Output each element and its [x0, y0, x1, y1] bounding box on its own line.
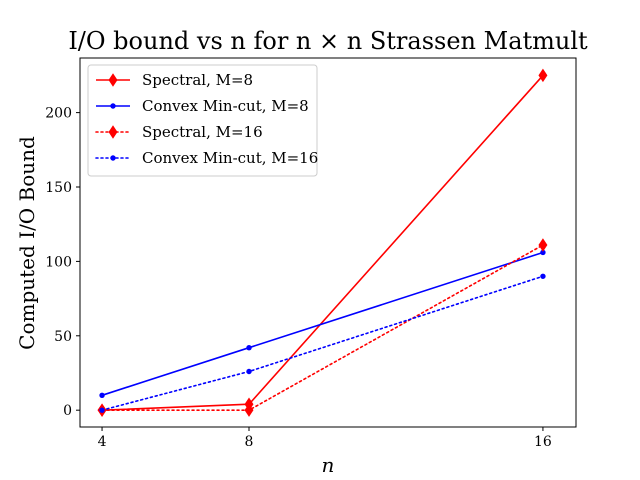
data-point-spectral-m-8	[538, 68, 548, 83]
x-tick-label: 8	[245, 434, 254, 450]
y-tick-label: 50	[54, 329, 72, 345]
legend-marker-spectral-m-8	[108, 73, 118, 87]
data-point-convex-min-cut-m-16	[540, 273, 546, 279]
legend-label-spectral-m-8: Spectral, M=8	[142, 71, 253, 89]
x-tick-label: 16	[534, 434, 552, 450]
legend-marker-spectral-m-16	[108, 125, 118, 139]
series-convex-min-cut-m-16	[99, 273, 546, 413]
data-point-convex-min-cut-m-16	[99, 407, 105, 413]
legend-label-spectral-m-16: Spectral, M=16	[142, 123, 263, 141]
data-point-spectral-m-16	[244, 403, 254, 417]
y-tick-label: 100	[45, 254, 72, 270]
data-point-convex-min-cut-m-16	[246, 368, 252, 375]
data-point-convex-min-cut-m-8	[246, 344, 252, 351]
x-axis-label: n	[322, 453, 335, 477]
legend-label-convex-min-cut-m-8: Convex Min-cut, M=8	[142, 97, 309, 115]
legend-label-convex-min-cut-m-16: Convex Min-cut, M=16	[142, 149, 318, 167]
legend-item-spectral-m-8: Spectral, M=8	[96, 71, 253, 89]
legend-marker-convex-min-cut-m-8	[110, 103, 116, 109]
legend-item-convex-min-cut-m-8: Convex Min-cut, M=8	[96, 97, 309, 115]
series-convex-min-cut-m-8	[99, 249, 546, 399]
legend-item-convex-min-cut-m-16: Convex Min-cut, M=16	[95, 149, 318, 167]
y-tick-label: 200	[45, 106, 72, 122]
data-point-spectral-m-16	[538, 238, 548, 252]
legend: Spectral, M=8 Convex Min-cut, M=8 Spectral…	[87, 64, 318, 177]
y-tick-label: 150	[45, 180, 72, 196]
legend-item-spectral-m-16: Spectral, M=16	[95, 123, 263, 141]
legend-box	[87, 64, 318, 177]
data-point-convex-min-cut-m-8	[99, 392, 105, 399]
y-axis-label: Computed I/O Bound	[15, 136, 39, 350]
x-tick-label: 4	[98, 434, 107, 450]
data-point-convex-min-cut-m-8	[540, 249, 546, 256]
y-tick-label: 0	[63, 403, 72, 419]
ticks-layer: 4 8 16 0 50 100 150 200	[45, 106, 552, 450]
legend-marker-convex-min-cut-m-16	[110, 155, 116, 161]
chart-title: I/O bound vs n for n × n Strassen Matmul…	[68, 27, 588, 55]
series-layer	[97, 68, 548, 417]
